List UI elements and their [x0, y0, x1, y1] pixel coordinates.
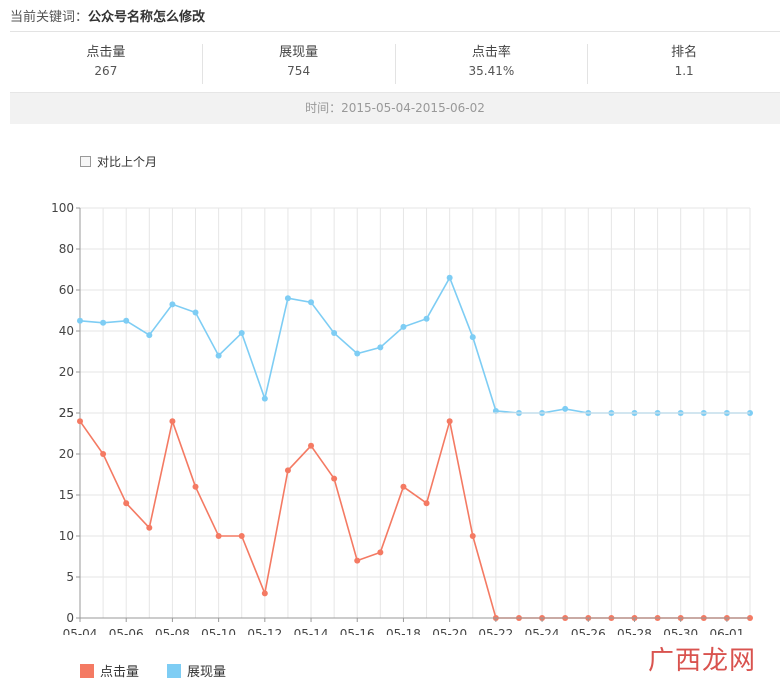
x-tick-label: 06-01: [709, 627, 744, 635]
data-point: [377, 344, 384, 351]
series-line: [79, 418, 750, 619]
x-tick-label: 05-20: [432, 627, 467, 635]
y-tick-label: 15: [59, 488, 74, 502]
x-tick-label: 05-28: [617, 627, 652, 635]
x-tick-label: 05-16: [340, 627, 375, 635]
x-tick-label: 05-06: [109, 627, 144, 635]
x-tick-label: 05-04: [63, 627, 98, 635]
legend-label: 点击量: [100, 665, 140, 680]
data-point: [492, 407, 499, 414]
data-point: [100, 319, 107, 326]
stat-label: 展现量: [279, 45, 319, 60]
stat-ctr: 点击率 35.41%: [396, 44, 589, 84]
stat-value: 754: [287, 64, 311, 78]
data-point: [308, 442, 315, 449]
data-point: [331, 330, 338, 337]
data-point: [562, 405, 569, 412]
stats-bar: 点击量 267 展现量 754 点击率 35.41% 排名 1.1: [10, 44, 780, 84]
data-point: [423, 315, 430, 322]
data-point: [331, 475, 338, 482]
x-tick-label: 05-08: [155, 627, 190, 635]
y-tick-label: 10: [59, 529, 74, 543]
data-point: [400, 323, 407, 330]
stat-label: 排名: [671, 45, 698, 60]
compare-last-month[interactable]: 对比上个月: [80, 153, 157, 170]
legend-swatch: [80, 663, 94, 678]
data-point: [400, 483, 407, 490]
y-tick-label: 60: [59, 283, 74, 297]
keyword-label: 当前关键词：: [10, 10, 89, 25]
data-point: [77, 317, 83, 324]
y-tick-label: 20: [59, 365, 74, 379]
data-point: [469, 533, 476, 539]
time-range: 时间：2015-05-04-2015-06-02: [10, 92, 780, 124]
stat-impressions: 展现量 754: [203, 44, 396, 84]
x-tick-label: 05-26: [571, 627, 606, 635]
keyword-header: 当前关键词：公众号名称怎么修改: [10, 6, 205, 25]
legend-item-impressions[interactable]: 展现量: [167, 661, 226, 680]
data-point: [261, 395, 268, 402]
data-point: [423, 500, 430, 507]
data-point: [215, 352, 222, 359]
x-tick-label: 05-24: [525, 627, 560, 635]
legend-label: 展现量: [187, 665, 227, 680]
stat-value: 35.41%: [468, 64, 515, 78]
data-point: [308, 299, 315, 306]
y-tick-label: 20: [59, 447, 74, 461]
data-point: [377, 549, 384, 556]
y-tick-label: 100: [51, 201, 74, 215]
stat-value: 267: [94, 64, 118, 78]
y-tick-label: 80: [59, 242, 74, 256]
data-point: [100, 451, 107, 457]
keyword-value: 公众号名称怎么修改: [88, 10, 206, 25]
data-point: [446, 418, 453, 425]
x-tick-label: 05-12: [247, 627, 282, 635]
data-point: [446, 274, 453, 281]
x-tick-label: 05-22: [478, 627, 513, 635]
data-point: [284, 467, 291, 474]
data-point: [238, 533, 245, 539]
y-tick-label: 40: [59, 324, 74, 338]
data-point: [123, 317, 130, 324]
data-point: [469, 334, 476, 341]
stat-label: 点击量: [86, 45, 126, 60]
data-point: [169, 418, 176, 425]
watermark-logo: 广西龙网: [648, 646, 757, 676]
stat-clicks: 点击量 267: [10, 44, 203, 84]
legend-swatch: [167, 663, 182, 678]
compare-label: 对比上个月: [97, 155, 158, 169]
data-point: [284, 295, 291, 302]
legend-item-clicks[interactable]: 点击量: [80, 661, 139, 680]
y-tick-label: 5: [66, 570, 74, 584]
data-point: [123, 500, 130, 507]
data-point: [215, 533, 222, 539]
y-tick-label: 0: [66, 611, 74, 625]
compare-checkbox[interactable]: [80, 156, 91, 167]
x-tick-label: 05-10: [201, 627, 236, 635]
stat-label: 点击率: [471, 45, 511, 60]
chart-legend: 点击量 展现量: [80, 661, 254, 680]
stat-rank: 排名 1.1: [588, 44, 780, 84]
data-point: [354, 350, 361, 357]
x-tick-label: 05-14: [294, 627, 329, 635]
data-point: [354, 557, 361, 564]
data-point: [238, 330, 245, 337]
stat-value: 1.1: [674, 64, 694, 78]
x-tick-label: 05-18: [386, 627, 421, 635]
data-point: [261, 590, 268, 597]
y-tick-label: 25: [59, 406, 74, 420]
data-point: [146, 332, 153, 339]
data-point: [146, 524, 153, 531]
data-point: [169, 301, 176, 308]
divider: [10, 31, 780, 32]
data-point: [192, 309, 199, 316]
x-tick-label: 05-30: [663, 627, 698, 635]
series-line: [79, 275, 750, 414]
data-point: [77, 418, 83, 425]
y-tick-label: 25: [59, 406, 74, 420]
data-point: [192, 483, 199, 490]
